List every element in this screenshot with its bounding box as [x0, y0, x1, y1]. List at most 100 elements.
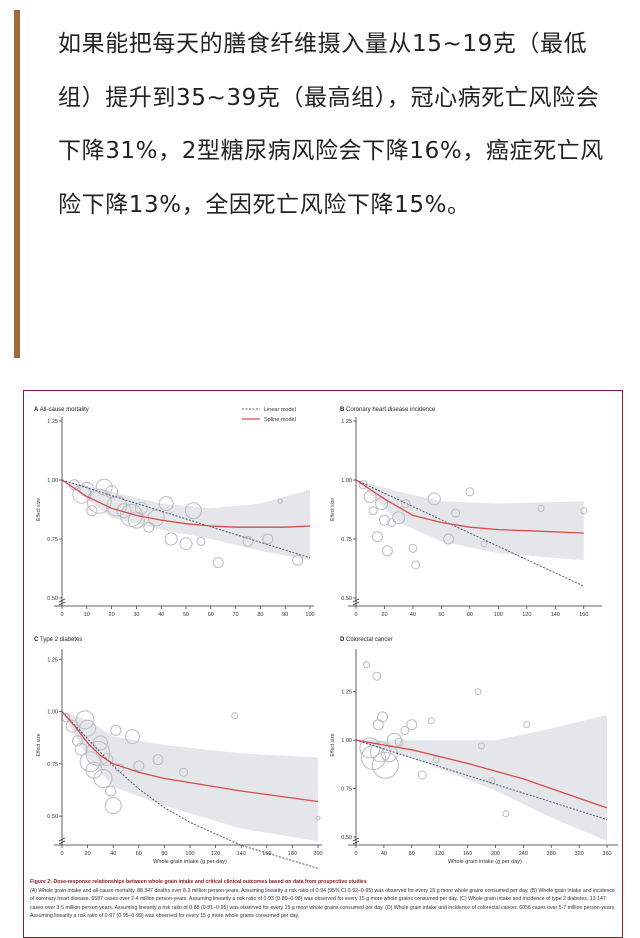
panel-a-study-point: [262, 533, 274, 545]
panel-d-axis-break: [352, 837, 360, 845]
panel-b-study-point: [465, 487, 475, 497]
figure-frame: 0.50 0.75 1.00 1.25 0 10 20 30 40 50 60 70 80 90 100 Ef…: [23, 390, 623, 938]
panel-b-x-tick-label: 120: [522, 612, 531, 618]
panel-b-study-point: [368, 506, 378, 516]
panel-b-study-point: [363, 490, 377, 503]
panel-d: 0.50 0.75 1.00 1.25 0 40 80 120 160 200 240 280 320 3…: [330, 637, 618, 865]
panel-c-axis-break: [58, 837, 66, 845]
quote-paragraph: 如果能把每天的膳食纤维摄入量从15~19克（最低组）提升到35~39克（最高组）…: [58, 31, 604, 218]
panel-c-x-axis-label: Whole grain intake (g per day): [153, 859, 227, 865]
panel-c-study-point: [179, 767, 189, 777]
panel-b-y-tick-label: 1.25: [341, 419, 352, 425]
panel-a-study-point: [292, 554, 304, 566]
panel-c-study-point: [110, 724, 122, 736]
panel-d-study-point: [488, 777, 496, 785]
panel-b-axis-break: [352, 598, 360, 606]
panel-c-x-tick-label: 160: [262, 851, 271, 857]
panel-c-ci-band: [62, 711, 318, 842]
panel-b-y-tick-label: 0.50: [341, 596, 352, 602]
panel-c-x-tick-label: 40: [110, 851, 116, 857]
panel-d-x-tick-label: 120: [435, 851, 444, 857]
panel-a-linear-model-line: [61, 479, 311, 559]
panel-b-title: B Coronary heart disease incidence: [340, 407, 436, 413]
panel-a-y-tick-label: 1.25: [47, 419, 58, 425]
panel-c-x-tick-label: 200: [313, 851, 322, 857]
panel-a-study-point: [242, 535, 254, 547]
panel-c-x-tick-label: 100: [185, 851, 194, 857]
panel-c-study-point: [105, 785, 117, 797]
panel-a-study-point: [116, 503, 132, 519]
panel-c-study-point: [104, 797, 122, 815]
panel-a-title: A All-cause mortality: [34, 407, 89, 413]
panel-a-study-point: [164, 532, 178, 546]
panel-b-study-point: [408, 543, 418, 553]
panel-a-y-tick-label: 0.50: [47, 596, 58, 602]
panel-a-title-text: All-cause mortality: [40, 407, 89, 413]
panel-d-y-tick-label: 0.50: [341, 835, 352, 841]
panel-d-spline-model-line: [355, 739, 608, 809]
panel-c-study-point: [93, 769, 113, 788]
panel-d-y-axis-label: Effect size: [330, 733, 336, 756]
panel-c-study-point: [79, 751, 101, 773]
panel-b-x-tick-label: 0: [354, 612, 357, 618]
panel-c-study-point: [92, 735, 108, 751]
panel-b-study-point: [381, 545, 393, 557]
panel-c-x-tick-label: 0: [60, 851, 63, 857]
panel-d-ci-band: [356, 715, 607, 841]
panel-a-ci-band: [62, 480, 310, 561]
panel-a-study-point: [134, 501, 148, 515]
panel-a-x-tick-label: 20: [109, 612, 115, 618]
legend-spline-label: Spline model: [264, 417, 296, 423]
panel-a-x-tick-label: 70: [233, 612, 239, 618]
panel-d-x-tick-label: 200: [491, 851, 500, 857]
panel-d-y-tick-label: 0.75: [341, 787, 352, 793]
panel-b-study-point: [537, 504, 545, 512]
panel-c-x-tick-label: 60: [136, 851, 142, 857]
quote-block: 如果能把每天的膳食纤维摄入量从15~19克（最低组）提升到35~39克（最高组）…: [14, 10, 618, 358]
caption-title: Figure 2: Dose-response relationships be…: [30, 879, 367, 885]
panel-b-study-point: [427, 492, 441, 506]
panel-c-study-point: [71, 735, 83, 747]
panel-c-study-point: [133, 760, 145, 772]
panel-c-y-tick-label: 0.50: [47, 814, 58, 820]
panel-d-study-point: [432, 756, 440, 763]
panel-c-y-axis-label: Effect size: [36, 733, 42, 756]
panel-b-study-point: [580, 507, 588, 515]
panel-b-study-point: [379, 514, 390, 526]
panel-d-x-tick-label: 320: [575, 851, 584, 857]
panel-b-study-point: [392, 511, 406, 525]
panel-b-y-axis-label: Effect size: [330, 498, 336, 521]
panel-a-x-tick-label: 0: [60, 612, 63, 618]
panel-a-study-point: [95, 478, 113, 496]
panel-d-x-tick-label: 80: [409, 851, 415, 857]
legend: Linear model Spline model: [242, 407, 296, 423]
panel-d-study-point: [377, 711, 388, 723]
panel-d-study-point: [523, 721, 531, 729]
panel-b-study-point: [411, 560, 421, 570]
panel-a-letter: A: [34, 407, 40, 413]
panel-a-x-tick-label: 90: [282, 612, 288, 618]
panel-c-study-point: [152, 754, 164, 766]
panel-b-x-tick-label: 100: [494, 612, 503, 618]
panel-a: 0.50 0.75 1.00 1.25 0 10 20 30 40 50 60 70 80 90 100 Ef…: [34, 407, 315, 618]
panel-d-study-point: [427, 717, 435, 725]
figure-caption: Figure 2: Dose-response relationships be…: [30, 878, 616, 921]
panel-a-study-point: [212, 557, 224, 569]
panel-c-x-tick-label: 140: [237, 851, 246, 857]
panel-d-study-point: [474, 688, 482, 696]
panel-a-x-tick-label: 50: [183, 612, 189, 618]
panel-d-letter: D: [340, 637, 346, 643]
figure-2-plots: 0.50 0.75 1.00 1.25 0 10 20 30 40 50 60 70 80 90 100 Ef…: [34, 407, 618, 869]
panel-d-study-point: [372, 719, 384, 731]
panel-c-study-point: [75, 710, 95, 730]
panel-b-letter: B: [340, 407, 346, 413]
panel-b-spline-model-line: [355, 479, 584, 534]
panel-c-x-tick-label: 80: [161, 851, 167, 857]
panel-c-study-point: [79, 719, 97, 737]
panel-d-study-point: [363, 661, 370, 669]
panel-c-x-tick-label: 20: [85, 851, 91, 857]
panel-c-title: C Type 2 diabetes: [34, 637, 82, 643]
panel-a-study-point: [158, 496, 174, 512]
panel-d-x-tick-label: 240: [519, 851, 528, 857]
panel-a-x-tick-label: 10: [84, 612, 90, 618]
